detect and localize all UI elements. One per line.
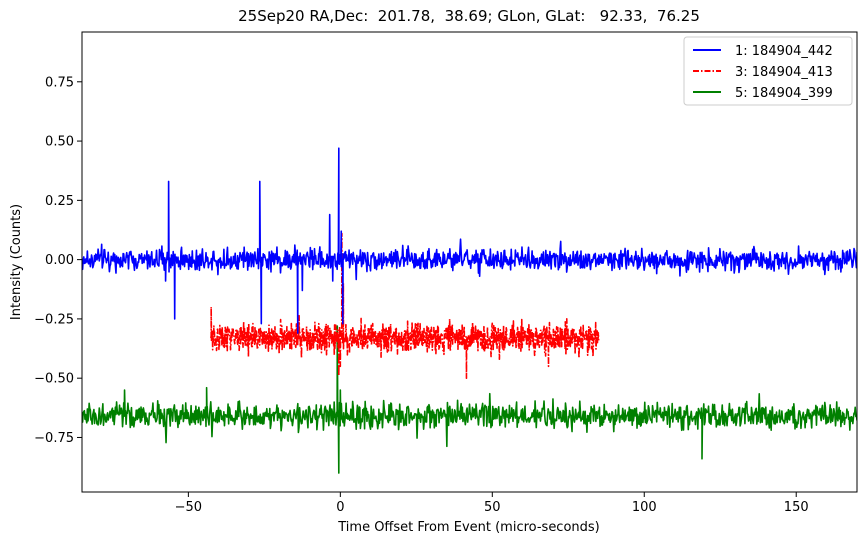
series-line-3 xyxy=(209,232,600,379)
series-layer xyxy=(82,147,857,474)
series-line-1 xyxy=(82,147,857,334)
y-tick-label: −0.25 xyxy=(34,312,74,327)
x-tick-label: 150 xyxy=(784,500,809,515)
legend: 1: 184904_442 3: 184904_413 5: 184904_39… xyxy=(683,36,853,106)
legend-box xyxy=(683,36,853,106)
legend-label-3: 3: 184904_413 xyxy=(735,65,833,80)
y-tick-label: −0.75 xyxy=(34,431,74,446)
x-tick-label: 100 xyxy=(632,500,657,515)
y-tick-label: 0.50 xyxy=(45,135,74,150)
x-tick-label: −50 xyxy=(175,500,202,515)
y-tick-label: 0.75 xyxy=(45,75,74,90)
y-tick-label: −0.50 xyxy=(34,372,74,387)
x-axis-label: Time Offset From Event (micro-seconds) xyxy=(337,520,600,535)
x-tick-label: 0 xyxy=(336,500,344,515)
x-tick-label: 50 xyxy=(484,500,501,515)
y-axis-label: Intensity (Counts) xyxy=(9,204,24,320)
y-tick-label: 0.00 xyxy=(45,253,74,268)
legend-label-1: 1: 184904_442 xyxy=(735,44,833,59)
y-axis: −0.75 −0.50 −0.25 0.00 0.25 0.50 0.75 xyxy=(34,75,82,446)
y-tick-label: 0.25 xyxy=(45,194,74,209)
series-line-5 xyxy=(82,325,857,474)
x-axis: −50 0 50 100 150 xyxy=(175,492,809,515)
plot-frame xyxy=(81,31,858,493)
chart-title: 25Sep20 RA,Dec: 201.78, 38.69; GLon, GLa… xyxy=(238,7,700,25)
legend-label-5: 5: 184904_399 xyxy=(735,86,833,101)
